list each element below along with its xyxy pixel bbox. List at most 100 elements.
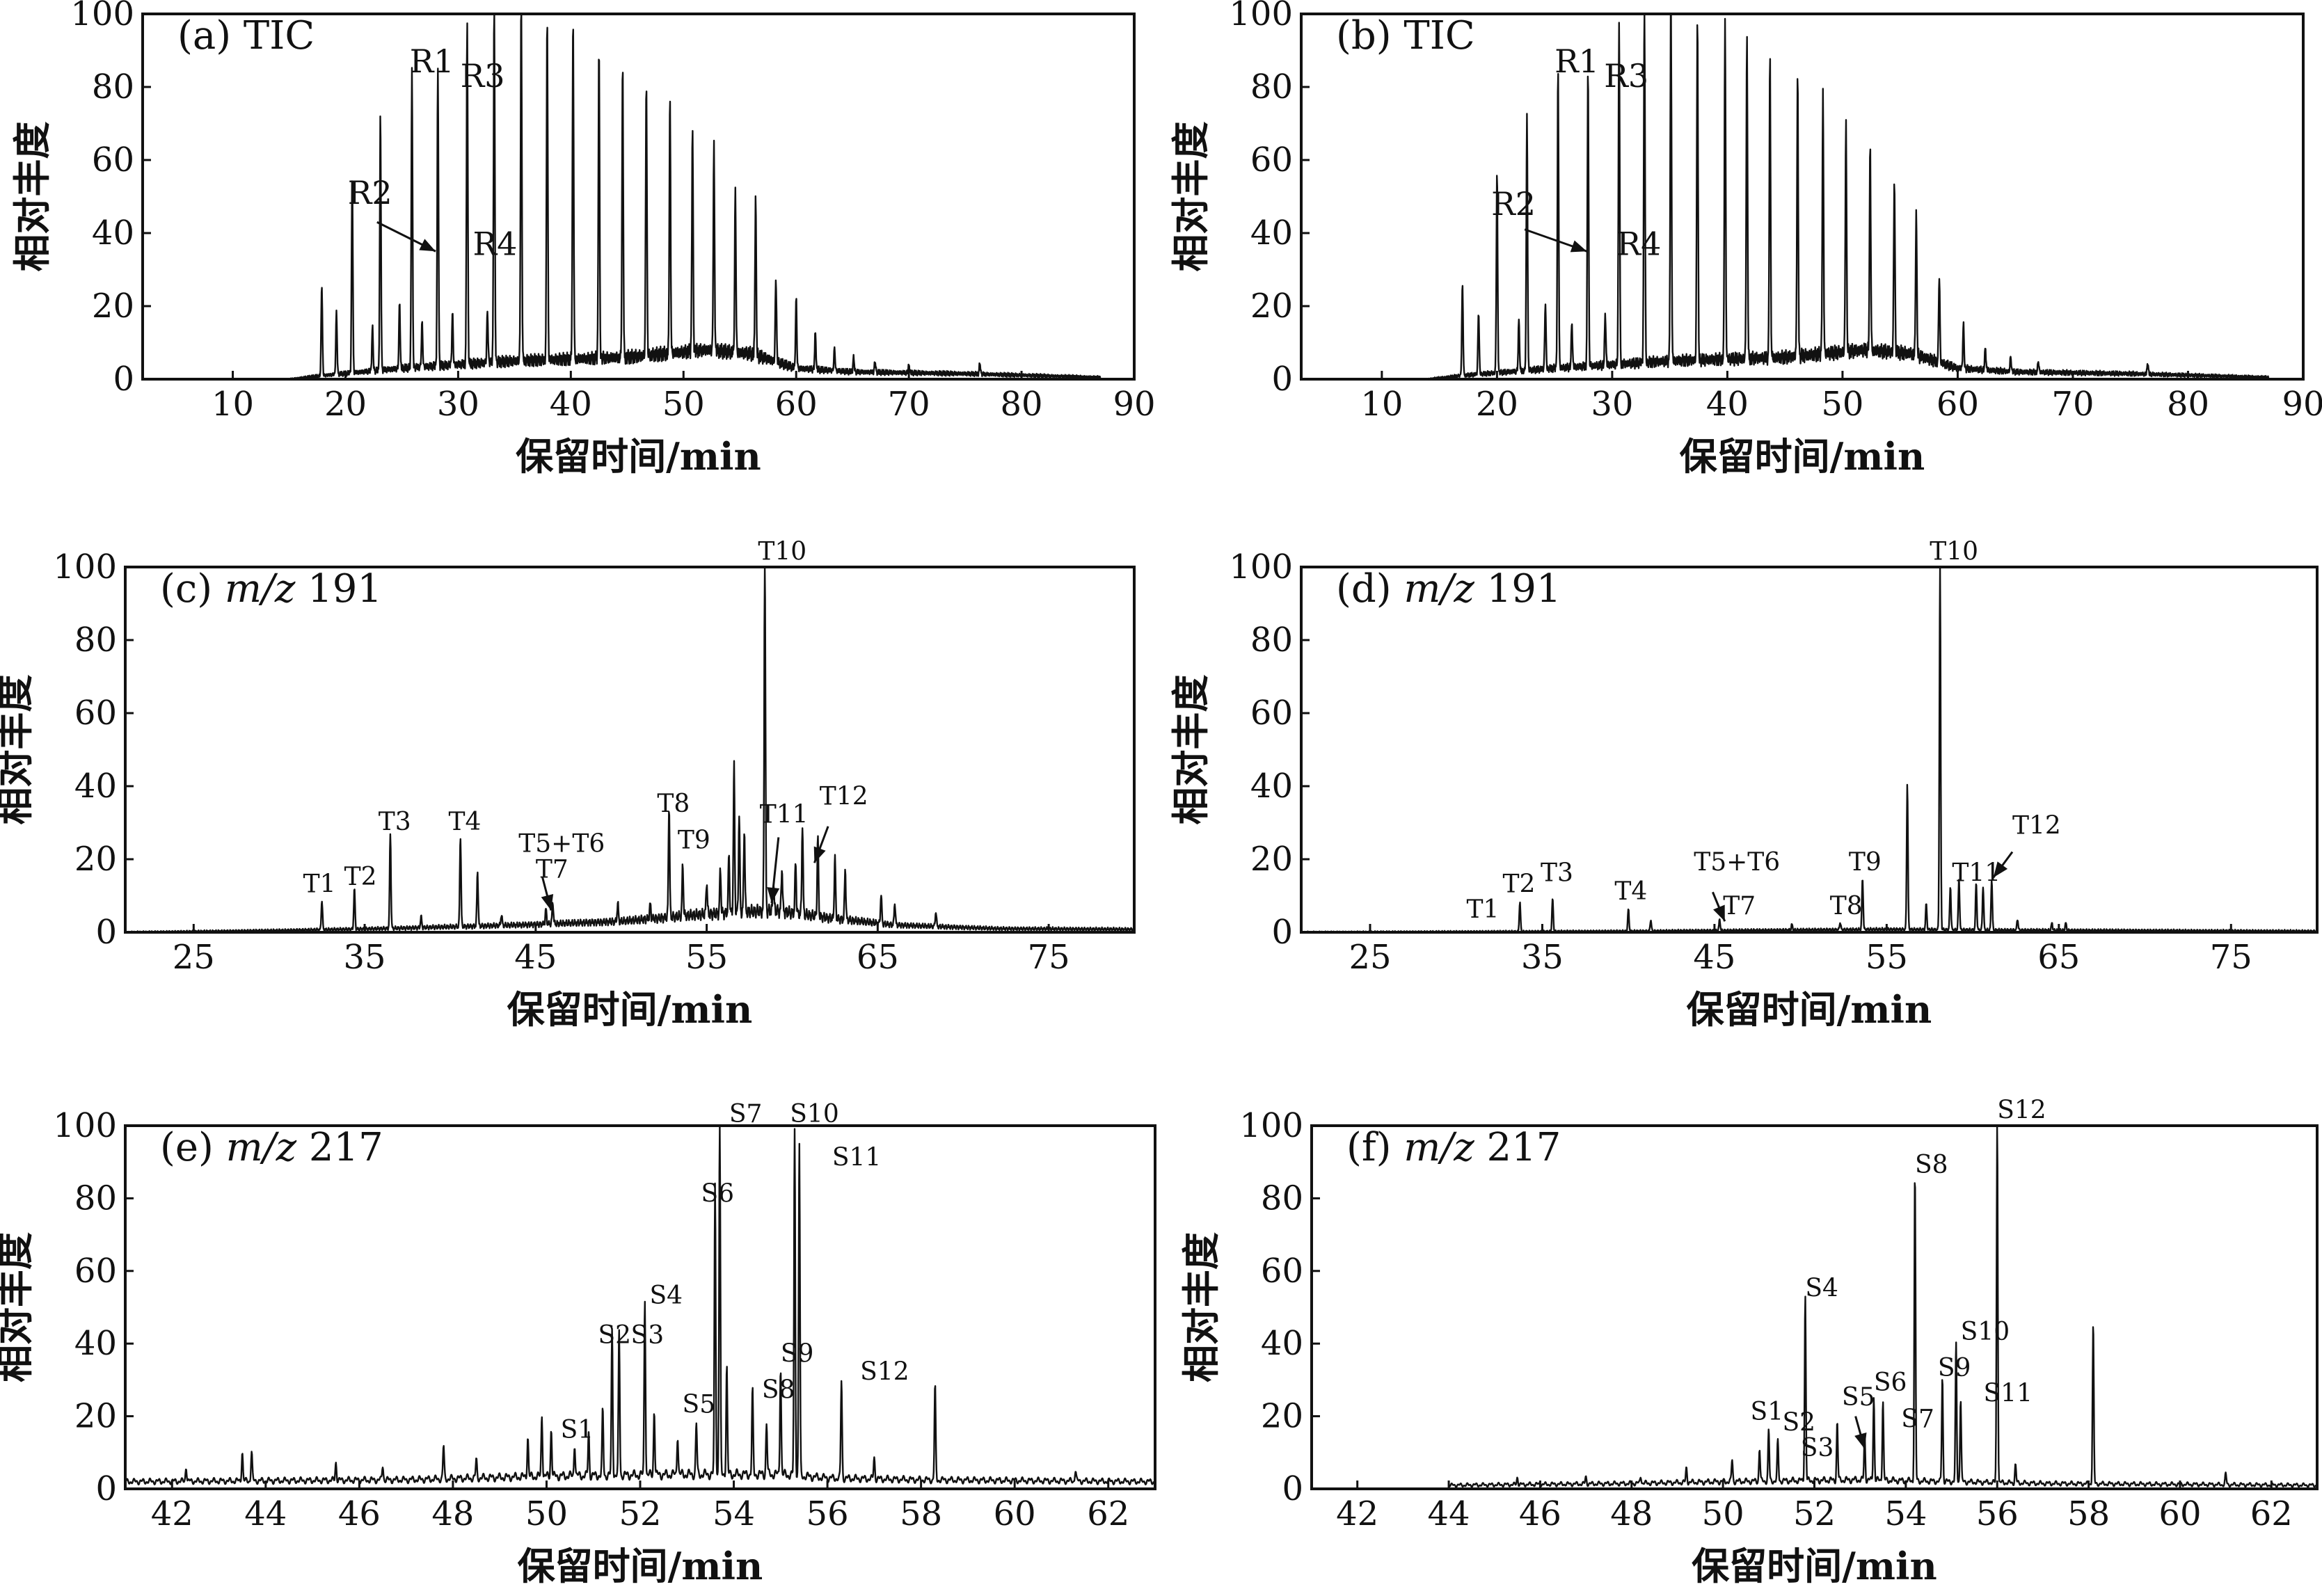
x-tick-label: 52 xyxy=(1793,1494,1836,1533)
x-tick-label: 46 xyxy=(1519,1494,1561,1533)
x-tick-label: 55 xyxy=(685,938,728,977)
x-axis-label: 保留时间/min xyxy=(516,434,761,479)
plot-frame xyxy=(1300,13,2305,381)
x-tick-label: 45 xyxy=(514,938,557,977)
x-axis-label: 保留时间/min xyxy=(1680,434,1925,479)
y-tick-label: 80 xyxy=(92,67,134,106)
peak-label: T2 xyxy=(1503,870,1536,898)
panel-title-mz: m/z xyxy=(225,566,296,612)
y-tick-label: 80 xyxy=(1250,67,1293,106)
x-tick-label: 80 xyxy=(2167,385,2209,424)
plot-frame xyxy=(124,566,1136,934)
y-tick-label: 40 xyxy=(74,1324,117,1363)
annotation-arrowhead xyxy=(1570,240,1587,253)
panel-title-suffix: 191 xyxy=(295,566,382,612)
x-tick-label: 20 xyxy=(1476,385,1518,424)
x-tick-label: 42 xyxy=(1336,1494,1378,1533)
peak-label: S1 xyxy=(561,1416,594,1444)
panel-f: 42 44 46 48 50 52 54 56 58 60 62 0 20 40 60 80 100 保留时间/m… xyxy=(1179,1096,2319,1588)
panel-b: 10 20 30 40 50 60 70 80 90 0 20 40 60 80 100 保留时间/min 相对… xyxy=(1168,0,2322,479)
y-tick-label: 40 xyxy=(74,767,117,806)
x-tick-label: 70 xyxy=(888,385,930,424)
panel-title-suffix: 217 xyxy=(296,1125,383,1170)
panel-title-suffix: 217 xyxy=(1474,1125,1561,1170)
peak-label: S8 xyxy=(1915,1151,1948,1179)
x-tick-label: 60 xyxy=(994,1494,1036,1533)
y-tick-label: 40 xyxy=(1250,214,1293,253)
peak-label: R4 xyxy=(1617,225,1662,263)
y-tick-label: 100 xyxy=(70,0,134,33)
x-axis-label: 保留时间/min xyxy=(518,1544,763,1588)
peak-label: S12 xyxy=(860,1357,909,1386)
panel-title: (b) TIC xyxy=(1336,13,1475,58)
y-tick-label: 20 xyxy=(92,287,134,326)
x-tick-label: 45 xyxy=(1693,938,1735,977)
x-tick-label: 46 xyxy=(338,1494,381,1533)
peak-label: S1 xyxy=(1751,1398,1784,1426)
y-tick-label: 40 xyxy=(92,214,134,253)
peak-label: R3 xyxy=(1604,57,1648,95)
x-tick-label: 42 xyxy=(151,1494,193,1533)
y-tick-label: 60 xyxy=(74,1252,117,1291)
peak-label: R3 xyxy=(461,57,505,95)
panel-title: (e) m/z 217 xyxy=(160,1125,383,1170)
x-tick-label: 60 xyxy=(2158,1494,2201,1533)
panel-title-mz: m/z xyxy=(1403,566,1474,612)
y-tick-label: 0 xyxy=(113,360,134,399)
annotation-arrowhead xyxy=(419,239,436,252)
y-tick-label: 20 xyxy=(74,840,117,879)
x-tick-label: 60 xyxy=(1937,385,1979,424)
peak-label: T5+T6 xyxy=(1694,848,1780,877)
peak-label: R1 xyxy=(410,42,454,80)
y-tick-label: 60 xyxy=(92,141,134,179)
x-tick-label: 56 xyxy=(806,1494,849,1533)
peak-label: T3 xyxy=(379,808,411,836)
panel-title-mz: m/z xyxy=(226,1125,297,1170)
peak-label: S5 xyxy=(683,1390,716,1419)
plot-frame xyxy=(124,1124,1156,1490)
peak-label: T3 xyxy=(1541,859,1573,888)
peak-label: T11 xyxy=(1952,859,2001,888)
x-tick-label: 30 xyxy=(437,385,479,424)
x-tick-label: 65 xyxy=(857,938,899,977)
x-tick-label: 90 xyxy=(1113,385,1155,424)
peak-label: T7 xyxy=(1723,892,1756,920)
annotation-arrowhead xyxy=(767,887,780,903)
x-tick-label: 54 xyxy=(713,1494,755,1533)
x-tick-label: 25 xyxy=(173,938,215,977)
panel-title: (f) m/z 217 xyxy=(1346,1125,1561,1170)
y-axis-label: 相对丰度 xyxy=(1168,675,1213,825)
peak-label: T2 xyxy=(344,863,377,891)
peak-label: S7 xyxy=(1901,1405,1934,1433)
y-tick-label: 100 xyxy=(1229,0,1293,33)
x-tick-label: 75 xyxy=(1028,938,1070,977)
x-tick-label: 48 xyxy=(1610,1494,1653,1533)
y-axis-label: 相对丰度 xyxy=(10,122,54,272)
annotation-arrowhead xyxy=(1854,1432,1867,1449)
x-tick-label: 30 xyxy=(1591,385,1633,424)
x-tick-label: 50 xyxy=(525,1494,568,1533)
x-tick-label: 40 xyxy=(550,385,592,424)
peak-label: S10 xyxy=(1961,1318,2010,1346)
y-tick-label: 100 xyxy=(1229,548,1293,586)
peak-label: T1 xyxy=(1467,895,1500,924)
x-tick-label: 55 xyxy=(1866,938,1908,977)
peak-label: T12 xyxy=(820,782,868,811)
peak-label: T4 xyxy=(1614,877,1647,906)
x-tick-label: 54 xyxy=(1884,1494,1927,1533)
x-tick-label: 62 xyxy=(2250,1494,2293,1533)
peak-label: S6 xyxy=(1874,1368,1907,1397)
panel-title-suffix: 191 xyxy=(1474,566,1561,612)
y-tick-label: 20 xyxy=(1250,840,1293,879)
chromatogram-trace xyxy=(1301,566,2318,934)
peak-label: S9 xyxy=(781,1339,814,1368)
panel-title-prefix: (c) xyxy=(160,566,225,612)
y-tick-label: 40 xyxy=(1250,767,1293,806)
x-axis-label: 保留时间/min xyxy=(1687,987,1932,1032)
y-tick-label: 100 xyxy=(53,1106,117,1145)
x-tick-label: 75 xyxy=(2210,938,2252,977)
annotation-arrowhead xyxy=(1993,861,2008,878)
x-axis-label: 保留时间/min xyxy=(1692,1544,1937,1588)
x-axis-label: 保留时间/min xyxy=(507,987,753,1032)
y-tick-label: 80 xyxy=(74,1179,117,1218)
